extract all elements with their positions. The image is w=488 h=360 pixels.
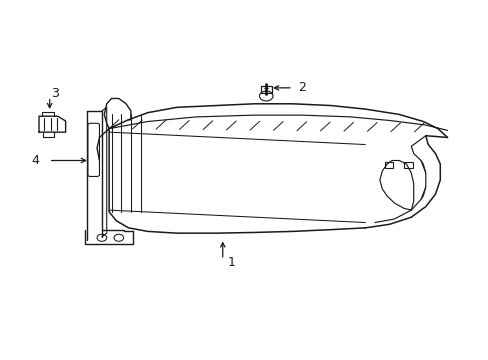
Text: 2: 2 [297, 81, 305, 94]
Text: 1: 1 [227, 256, 235, 269]
Text: 4: 4 [32, 154, 40, 167]
Bar [403, 162, 412, 168]
Bar [384, 162, 393, 168]
Text: 3: 3 [51, 87, 59, 100]
